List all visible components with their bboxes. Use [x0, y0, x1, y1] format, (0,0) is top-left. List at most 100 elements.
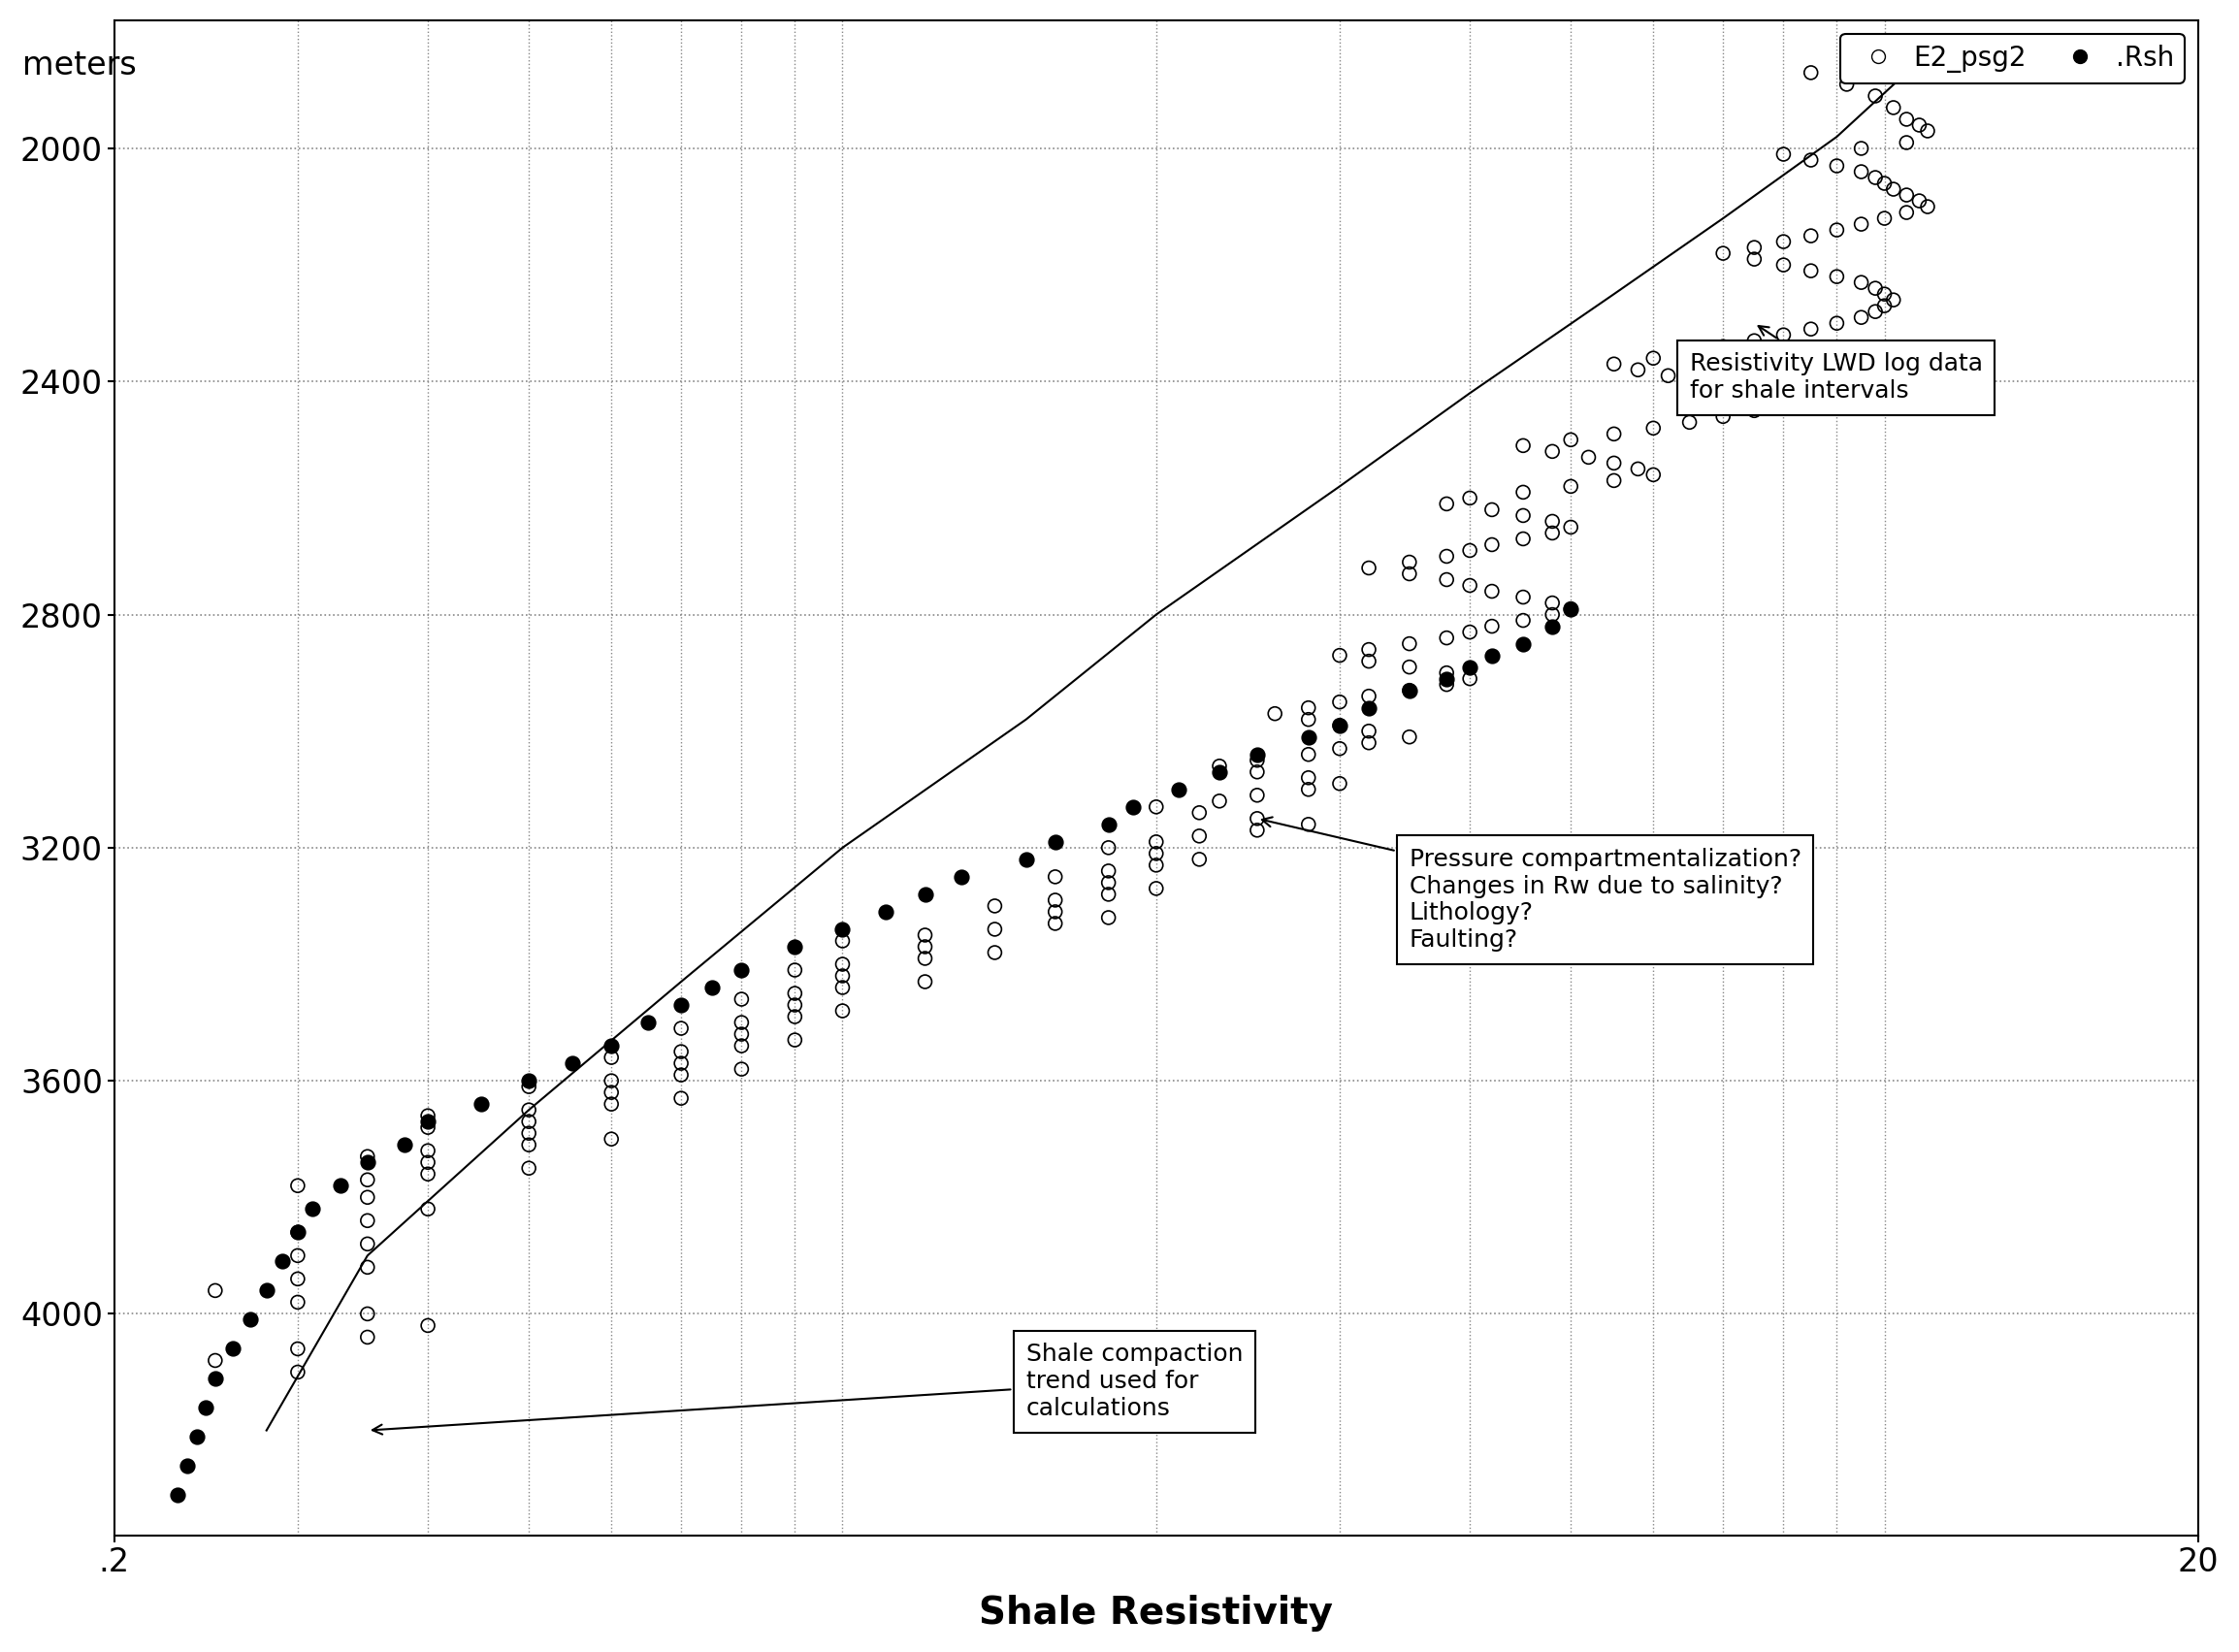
E2_psg2	[824, 928, 860, 955]
Point	[1321, 712, 1357, 738]
E2_psg2	[1428, 624, 1464, 651]
E2_psg2	[976, 917, 1012, 943]
E2_psg2	[410, 1102, 446, 1128]
Point	[694, 975, 730, 1001]
E2_psg2	[907, 922, 943, 948]
E2_psg2	[1858, 299, 1894, 325]
E2_psg2	[777, 1028, 813, 1054]
Point	[233, 1307, 269, 1333]
E2_psg2	[280, 1265, 316, 1292]
Point	[1428, 666, 1464, 692]
E2_psg2	[824, 975, 860, 1001]
E2_psg2	[1428, 491, 1464, 517]
E2_psg2	[1876, 94, 1912, 121]
E2_psg2	[1876, 177, 1912, 203]
E2_psg2	[1534, 601, 1570, 628]
E2_psg2	[1737, 380, 1773, 406]
E2_psg2	[510, 1120, 546, 1146]
E2_psg2	[1673, 410, 1708, 436]
E2_psg2	[349, 1166, 385, 1193]
Text: meters: meters	[22, 50, 137, 81]
E2_psg2	[510, 1132, 546, 1158]
E2_psg2	[824, 952, 860, 978]
E2_psg2	[1843, 135, 1879, 162]
E2_psg2	[1793, 316, 1829, 342]
E2_psg2	[1767, 228, 1802, 254]
E2_psg2	[1706, 403, 1742, 430]
Point	[197, 1365, 233, 1391]
E2_psg2	[1554, 596, 1590, 623]
E2_psg2	[1428, 671, 1464, 697]
E2_psg2	[1137, 841, 1173, 867]
E2_psg2	[1090, 904, 1126, 930]
E2_psg2	[663, 1062, 699, 1089]
E2_psg2	[1390, 724, 1426, 750]
E2_psg2	[1037, 864, 1072, 890]
E2_psg2	[1037, 910, 1072, 937]
E2_psg2	[1570, 444, 1605, 471]
E2_psg2	[1767, 392, 1802, 418]
E2_psg2	[1621, 357, 1657, 383]
E2_psg2	[1737, 327, 1773, 354]
E2_psg2	[1858, 83, 1894, 109]
E2_psg2	[1390, 548, 1426, 575]
E2_psg2	[1290, 694, 1325, 720]
E2_psg2	[410, 1161, 446, 1188]
Point	[629, 1009, 665, 1036]
E2_psg2	[510, 1074, 546, 1100]
E2_psg2	[1867, 281, 1903, 307]
E2_psg2	[663, 1014, 699, 1041]
E2_psg2	[1673, 368, 1708, 395]
Point	[869, 899, 905, 925]
E2_psg2	[1090, 857, 1126, 884]
E2_psg2	[723, 1032, 759, 1059]
E2_psg2	[1650, 362, 1686, 388]
E2_psg2	[1451, 666, 1487, 692]
Point	[1037, 829, 1072, 856]
E2_psg2	[510, 1108, 546, 1135]
E2_psg2	[1818, 311, 1854, 337]
E2_psg2	[663, 1039, 699, 1066]
E2_psg2	[1202, 788, 1238, 814]
E2_psg2	[1451, 572, 1487, 598]
E2_psg2	[280, 1242, 316, 1269]
E2_psg2	[1505, 502, 1540, 529]
E2_psg2	[1321, 735, 1357, 762]
E2_psg2	[593, 1079, 629, 1105]
E2_psg2	[1090, 869, 1126, 895]
E2_psg2	[1505, 479, 1540, 506]
Point	[410, 1108, 446, 1135]
Point	[249, 1277, 284, 1303]
E2_psg2	[349, 1300, 385, 1327]
E2_psg2	[1596, 449, 1632, 476]
E2_psg2	[1753, 387, 1789, 413]
Point	[349, 1150, 385, 1176]
E2_psg2	[593, 1125, 629, 1151]
Point	[1115, 793, 1151, 819]
E2_psg2	[824, 963, 860, 990]
E2_psg2	[1290, 765, 1325, 791]
E2_psg2	[1767, 251, 1802, 278]
E2_psg2	[824, 998, 860, 1024]
E2_psg2	[1202, 753, 1238, 780]
E2_psg2	[1858, 274, 1894, 301]
E2_psg2	[1182, 846, 1218, 872]
Point	[159, 1482, 195, 1508]
E2_psg2	[1290, 742, 1325, 768]
Point	[723, 957, 759, 983]
E2_psg2	[1473, 532, 1509, 558]
Text: Shale compaction
trend used for
calculations: Shale compaction trend used for calculat…	[372, 1343, 1243, 1434]
E2_psg2	[280, 1173, 316, 1199]
E2_psg2	[1350, 682, 1386, 709]
E2_psg2	[1137, 793, 1173, 819]
E2_psg2	[280, 1335, 316, 1361]
Point	[1008, 846, 1043, 872]
Point	[322, 1173, 358, 1199]
E2_psg2	[1596, 421, 1632, 448]
E2_psg2	[1867, 170, 1903, 197]
E2_psg2	[1818, 152, 1854, 178]
Point	[188, 1394, 224, 1421]
E2_psg2	[280, 1360, 316, 1386]
Point	[943, 864, 978, 890]
E2_psg2	[410, 1312, 446, 1338]
